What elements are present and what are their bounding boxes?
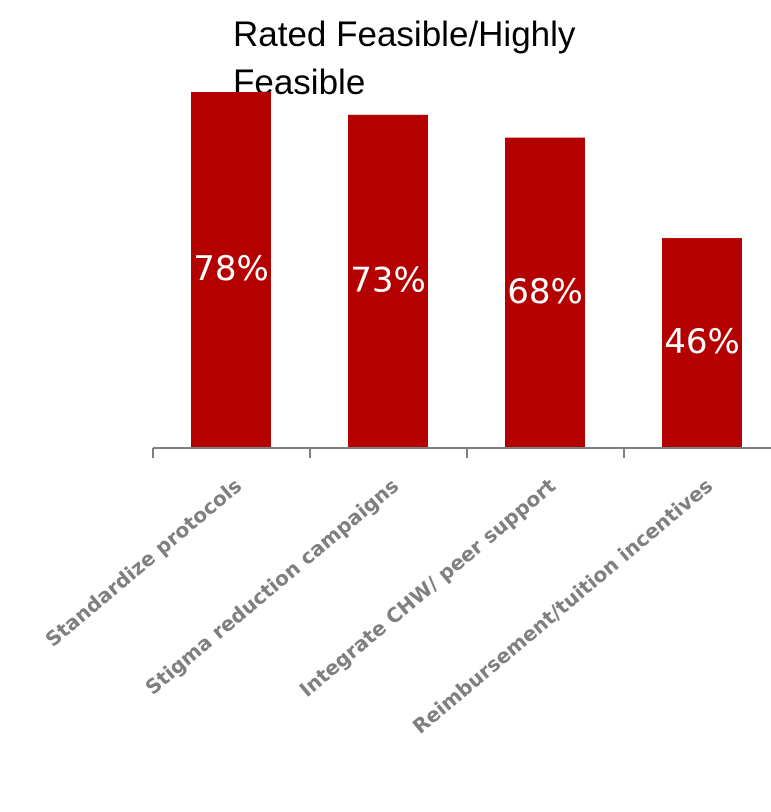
bar-2: [348, 114, 428, 449]
bars: [191, 92, 742, 449]
x-tick-label-4: Reimbursement/tuition incentives: [408, 473, 717, 738]
x-tick-label-2: Stigma reduction campaigns: [140, 473, 403, 699]
data-label-1: 78%: [193, 249, 269, 289]
chart-title-line-1: Rated Feasible/Highly: [233, 15, 576, 54]
data-labels: 78% 73% 68% 46%: [193, 249, 740, 362]
x-tick-label-3: Integrate CHW/ peer support: [295, 473, 561, 702]
data-label-4: 46%: [664, 322, 740, 362]
data-label-3: 68%: [507, 272, 583, 312]
data-label-2: 73%: [350, 260, 426, 300]
bar-1: [191, 92, 271, 448]
x-axis: [152, 447, 771, 458]
bar-4: [662, 238, 742, 448]
bar-3: [505, 137, 585, 448]
